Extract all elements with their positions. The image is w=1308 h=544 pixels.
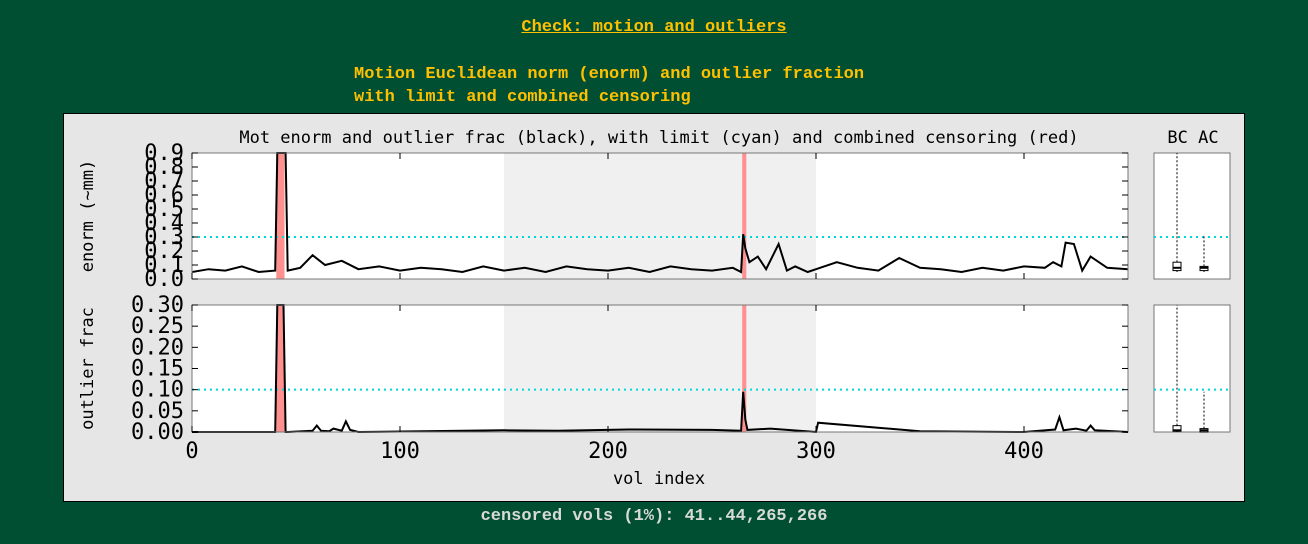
censor-band-1-1 [742,305,747,432]
boxplot-header: BC AC [1167,128,1218,148]
y-tick-label-1-0: 0.00 [131,420,184,445]
y-tick-label-0-0: 0.0 [144,267,184,292]
boxplot-area-0 [1153,152,1231,280]
figure-subtitle-line2: with limit and combined censoring [354,88,691,107]
y-tick-label-1-4: 0.20 [131,335,184,360]
x-tick-label-3: 300 [796,439,836,464]
shaded-region-0 [504,153,816,279]
chart-svg: Mot enorm and outlier frac (black), with… [78,128,1231,489]
x-tick-label-2: 200 [588,439,628,464]
y-tick-label-1-1: 0.05 [131,399,184,424]
y-tick-label-1-5: 0.25 [131,314,184,339]
x-tick-label-4: 400 [1004,439,1044,464]
y-axis-label-1: outlier frac [78,307,98,430]
x-tick-label-0: 0 [185,439,198,464]
censor-band-0-0 [276,153,285,279]
series-line-1 [192,304,1128,433]
y-tick-label-1-6: 0.30 [131,293,184,318]
x-tick-label-1: 100 [380,439,420,464]
boxplot-area-1 [1153,304,1231,433]
figure-subtitle-line1: Motion Euclidean norm (enorm) and outlie… [354,65,865,84]
y-tick-label-0-5: 0.5 [144,197,184,222]
chart-title: Mot enorm and outlier frac (black), with… [239,128,1078,148]
y-axis-label-0: enorm (~mm) [78,160,98,273]
x-axis-label: vol index [613,469,705,489]
y-tick-label-0-8: 0.8 [144,155,184,180]
censor-band-1-0 [276,305,285,432]
plot-frame-0 [191,152,1129,280]
y-tick-label-0-2: 0.2 [144,239,184,264]
censored-vols-summary: censored vols (1%): 41..44,265,266 [480,507,828,526]
motion-outlier-figure: Mot enorm and outlier frac (black), with… [63,113,1245,502]
y-tick-label-0-6: 0.6 [144,183,184,208]
y-tick-label-0-1: 0.1 [144,253,184,278]
y-tick-label-0-9: 0.9 [144,141,184,166]
page-title: Check: motion and outliers [521,18,787,37]
y-tick-label-0-3: 0.3 [144,225,184,250]
boxplot-box-0-0 [1172,261,1182,272]
y-tick-label-0-4: 0.4 [144,211,184,236]
shaded-region-1 [504,305,816,432]
series-line-0 [192,152,1128,274]
y-tick-label-0-7: 0.7 [144,169,184,194]
censor-band-0-1 [742,153,747,279]
y-tick-label-1-2: 0.10 [131,378,184,403]
y-tick-label-1-3: 0.15 [131,357,184,382]
